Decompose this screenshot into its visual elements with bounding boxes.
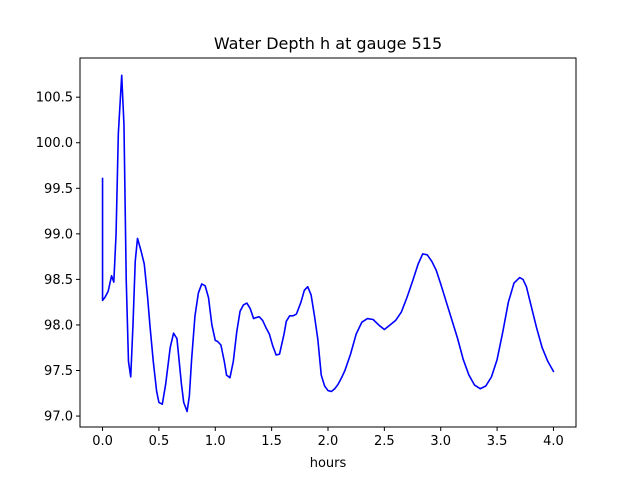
chart-title: Water Depth h at gauge 515 [214,34,442,53]
x-tick-label: 3.5 [487,434,508,449]
plot-area [80,58,576,427]
y-tick-label: 99.5 [44,182,73,197]
series-line-0 [101,74,555,413]
x-tick-label: 1.0 [205,434,226,449]
y-tick-label: 100.0 [36,136,73,151]
x-tick-label: 4.0 [543,434,564,449]
y-tick-label: 99.0 [44,227,73,242]
y-tick-label: 97.0 [44,410,73,425]
y-tick-label: 98.5 [44,273,73,288]
x-tick-label: 0.5 [149,434,170,449]
y-tick-label: 98.0 [44,318,73,333]
x-tick-label: 2.5 [374,434,395,449]
x-tick-label: 3.0 [430,434,451,449]
data-layer [101,74,555,413]
y-tick-label: 97.5 [44,364,73,379]
y-axis: 97.0 97.5 98.0 98.5 99.0 99.5 100.0 100.5 [36,91,80,425]
x-axis: 0.0 0.5 1.0 1.5 2.0 2.5 3.0 3.5 4.0 [92,427,564,449]
x-tick-label: 0.0 [92,434,113,449]
y-tick-label: 100.5 [36,91,73,106]
x-tick-label: 1.5 [261,434,282,449]
x-tick-label: 2.0 [318,434,339,449]
x-axis-label: hours [310,456,347,471]
